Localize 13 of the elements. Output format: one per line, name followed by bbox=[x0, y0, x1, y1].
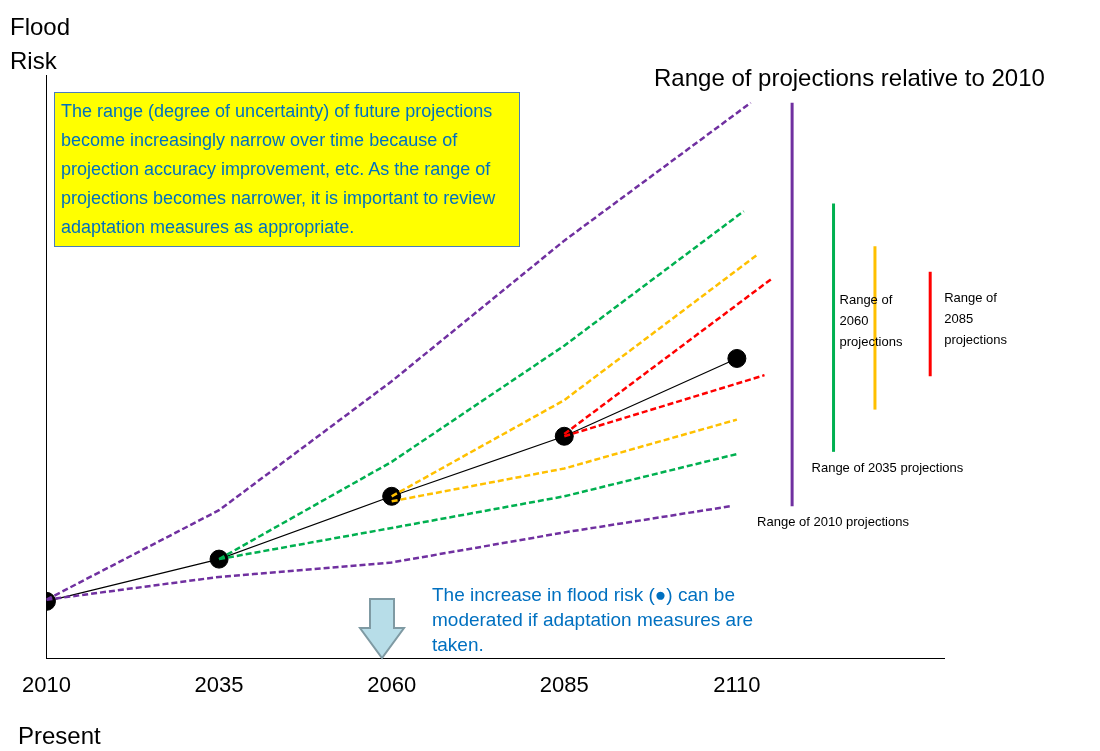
y-axis-title: Flood Risk bbox=[10, 12, 72, 76]
chart-title: Range of projections relative to 2010 bbox=[654, 64, 1045, 92]
text: Range of 2010 projections bbox=[757, 514, 910, 530]
annotation: The range (degree of uncertainty) of future projections become increasingly narrow over time because of projection accuracy improvement, etc. As the range of projections becomes narrower, it is important to review adaptation measures as appropriate. bbox=[54, 92, 520, 247]
x-tick-label: 2060 bbox=[367, 671, 417, 697]
series-label: Range of 2085 projections bbox=[944, 289, 1008, 347]
x-tick-label: 2035 bbox=[194, 671, 244, 697]
series-label: Range of 2035 projections bbox=[811, 459, 964, 475]
x-axis-title: Present bbox=[18, 722, 101, 750]
x-tick-label: 2110 bbox=[713, 671, 761, 697]
x-tick-label: 2010 bbox=[21, 671, 71, 697]
annotation: The increase in flood risk (●) can be moderated if adaptation measures are taken. bbox=[432, 583, 755, 657]
x-tick-label: 2085 bbox=[539, 671, 589, 697]
